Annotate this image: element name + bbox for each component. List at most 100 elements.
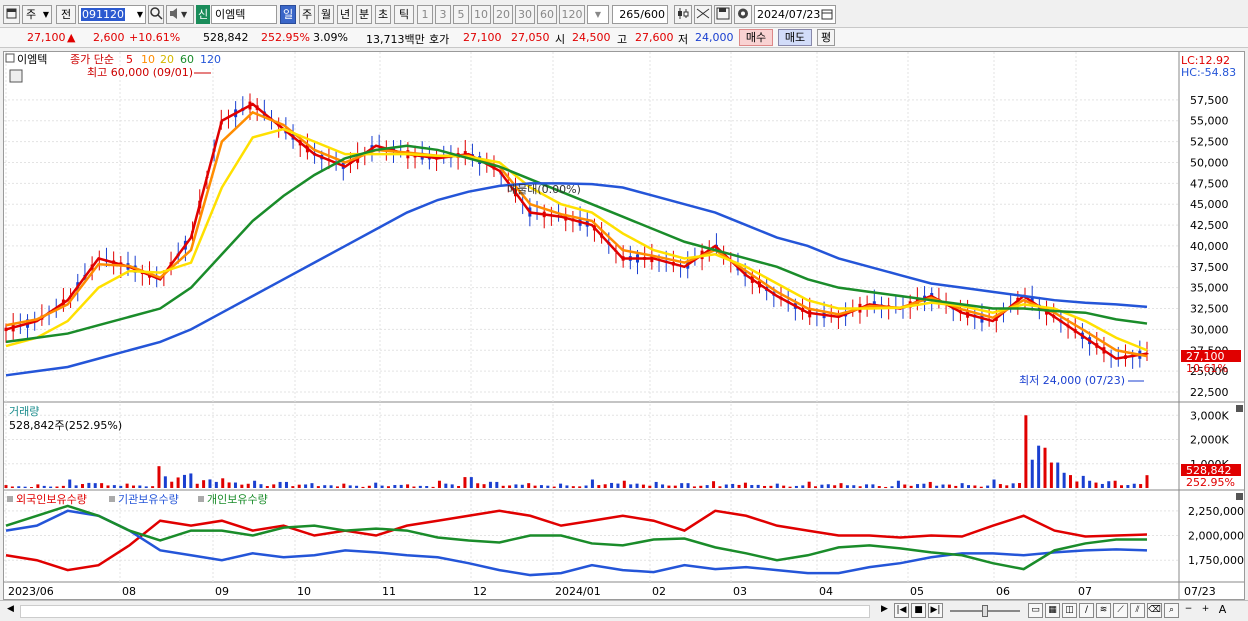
volume-bar	[272, 484, 276, 488]
stock-chart[interactable]: 57,500 55,000 52,500 50,000 47,500 45,000 42,5…	[4, 52, 1244, 599]
chart-area[interactable]: 57,500 55,000 52,500 50,000 47,500 45,000 42,5…	[3, 51, 1245, 600]
volume-bar	[488, 481, 492, 488]
draw-line-icon[interactable]: ∕	[1079, 603, 1094, 618]
gear-icon[interactable]	[734, 5, 752, 24]
layout-icon[interactable]: ▦	[1045, 603, 1060, 618]
period-second-button[interactable]: 초	[375, 5, 391, 24]
volume-bar	[858, 486, 862, 488]
magnify-icon[interactable]: ⌕	[1164, 603, 1179, 618]
draw-trend-icon[interactable]: ⟋	[1113, 603, 1128, 618]
save-icon[interactable]	[714, 5, 732, 24]
date-field[interactable]: 2024/07/23	[754, 5, 836, 24]
volume-bar	[737, 484, 741, 488]
volume-bars	[4, 415, 1149, 488]
period-year-button[interactable]: 년	[337, 5, 353, 24]
ma-60-line	[5, 144, 1148, 344]
draw-fib-icon[interactable]: ≋	[1096, 603, 1111, 618]
current-price-tag-text: 27,100	[1186, 350, 1225, 363]
volume-bar	[629, 484, 633, 488]
speaker-icon[interactable]: ▼	[166, 5, 194, 24]
up-arrow-icon: ▲	[67, 31, 76, 44]
stop-icon[interactable]: ■	[911, 603, 926, 618]
search-icon[interactable]	[148, 5, 164, 24]
volume-bar	[163, 476, 167, 488]
draw-channel-icon[interactable]: ⫽	[1130, 603, 1145, 618]
interval-120-button[interactable]: 120	[559, 5, 585, 24]
compare-icon[interactable]: ▭	[1028, 603, 1043, 618]
scroll-left-icon[interactable]: ◀	[7, 604, 14, 614]
volume-bar	[1107, 481, 1111, 488]
zoom-slider-handle[interactable]	[982, 605, 988, 617]
volume-bar	[775, 483, 779, 488]
volume-bar	[731, 483, 735, 488]
interval-30-button[interactable]: 30	[515, 5, 535, 24]
x-axis-labels: 2023/06 08 09 10 11 12 2024/01 02 03 04 05 06 07	[8, 585, 1092, 598]
x-tick: 07	[1078, 585, 1092, 598]
count-field[interactable]: 265/600	[612, 5, 668, 24]
ma-legend-60: 60	[180, 53, 194, 66]
hc-label: HC:-54.83	[1181, 66, 1236, 79]
period-month-button[interactable]: 월	[318, 5, 334, 24]
volume-bar	[310, 483, 314, 488]
volume-bar	[865, 484, 869, 488]
interval-10-button[interactable]: 10	[471, 5, 491, 24]
volume-bar	[284, 481, 288, 488]
interval-select[interactable]: ▼	[587, 5, 609, 24]
candle-icon[interactable]	[674, 5, 692, 24]
volume-bar	[291, 486, 295, 488]
change-percent: +10.61%	[129, 31, 181, 44]
interval-60-button[interactable]: 60	[537, 5, 557, 24]
volume-bar	[756, 484, 760, 488]
volume-bar	[1100, 483, 1104, 488]
volume-bar	[724, 484, 728, 488]
interval-20-button[interactable]: 20	[493, 5, 513, 24]
zoom-out-icon[interactable]: −	[1184, 604, 1193, 614]
volume-bar	[87, 482, 91, 488]
stock-code-input[interactable]: 091120 ▼	[78, 5, 146, 24]
window-icon[interactable]	[3, 5, 20, 24]
volume-bar	[49, 486, 53, 488]
volume-bar	[877, 486, 881, 488]
volume-readout: 528,842주(252.95%)	[9, 419, 122, 432]
stock-name-field[interactable]: 이엠텍	[211, 5, 277, 24]
price-y-tick: 37,500	[1190, 261, 1229, 274]
prev-button[interactable]: 전	[56, 5, 76, 24]
eraser-icon[interactable]: ⌫	[1147, 603, 1162, 618]
period-week-button[interactable]: 주	[299, 5, 315, 24]
volume-bar	[508, 485, 512, 488]
grid-toggle-icon[interactable]	[9, 69, 23, 83]
volume-bar	[661, 484, 665, 488]
volume-bar	[514, 484, 518, 488]
sell-button[interactable]: 매도	[778, 29, 812, 46]
volume-bar	[1005, 485, 1009, 488]
first-page-icon[interactable]: |◀	[894, 603, 909, 618]
zoom-in-icon[interactable]: +	[1201, 604, 1210, 614]
y-axis-labels: 57,500 55,000 52,500 50,000 47,500 45,000 42,5…	[1188, 94, 1244, 567]
scroll-right-icon[interactable]: ▶	[881, 604, 888, 614]
volume-bar	[380, 485, 384, 488]
close-icon[interactable]	[1236, 493, 1243, 500]
period-type-label: 주	[26, 8, 37, 21]
interval-1-button[interactable]: 1	[417, 5, 433, 24]
panel-menu-icon[interactable]	[5, 53, 15, 63]
lc-label: LC:12.92	[1181, 54, 1230, 67]
last-page-icon[interactable]: ▶|	[928, 603, 943, 618]
price-y-tick: 55,000	[1190, 115, 1229, 128]
panel-stock-name: 이엠텍	[17, 53, 47, 66]
buy-button[interactable]: 매수	[739, 29, 773, 46]
period-minute-button[interactable]: 분	[356, 5, 372, 24]
font-size-icon[interactable]: A	[1218, 603, 1227, 616]
volume-bar	[431, 486, 435, 488]
period-day-button[interactable]: 일	[280, 5, 296, 24]
crosshair-icon[interactable]	[694, 5, 712, 24]
eval-button[interactable]: 평	[817, 29, 835, 46]
split-icon[interactable]: ◫	[1062, 603, 1077, 618]
interval-5-button[interactable]: 5	[453, 5, 469, 24]
volume-bar	[992, 479, 996, 488]
period-type-select[interactable]: 주 ▼	[22, 5, 52, 24]
close-icon[interactable]	[1236, 405, 1243, 412]
period-tick-button[interactable]: 틱	[394, 5, 414, 24]
horizontal-scrollbar[interactable]	[20, 605, 870, 618]
volume-bar	[1113, 480, 1117, 488]
interval-3-button[interactable]: 3	[435, 5, 451, 24]
